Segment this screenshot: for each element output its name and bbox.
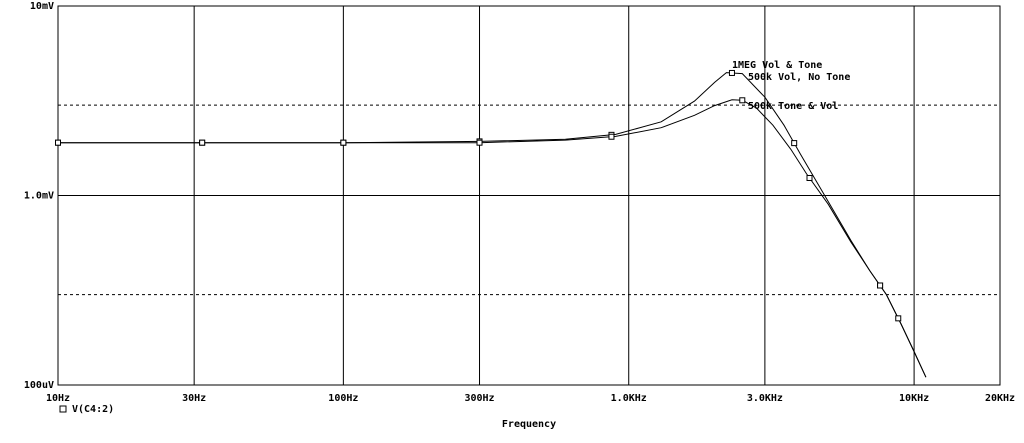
x-tick-label: 100Hz	[328, 393, 358, 404]
series-marker	[199, 139, 206, 146]
annotation-500k-no-tone: 500k Vol, No Tone	[748, 72, 850, 83]
x-tick-label: 10Hz	[46, 393, 70, 404]
x-tick-label: 10KHz	[899, 393, 929, 404]
series-lines	[58, 72, 927, 378]
series-marker	[340, 139, 347, 146]
x-tick-label: 30Hz	[182, 393, 206, 404]
annotation-500k-tone-vol: 500k Tone & Vol	[748, 101, 838, 112]
grid-lines	[57, 5, 1001, 386]
y-tick-label: 1.0mV	[24, 191, 54, 202]
x-tick-labels: 10Hz 30Hz 100Hz 300Hz 1.0KHz 3.0KHz 10KHz 20KHz	[46, 393, 1015, 404]
x-tick-label: 1.0KHz	[611, 393, 647, 404]
x-tick-label: 300Hz	[464, 393, 494, 404]
plot-frame	[57, 5, 1001, 386]
x-tick-label: 3.0KHz	[747, 393, 783, 404]
series-marker	[608, 133, 615, 140]
series-line-1	[58, 72, 927, 378]
series-marker	[739, 97, 746, 104]
legend-label: V(C4:2)	[72, 404, 114, 415]
y-tick-label: 10mV	[30, 1, 54, 12]
series-marker	[806, 174, 813, 181]
x-tick-label: 20KHz	[985, 393, 1015, 404]
annotation-1meg: 1MEG Vol & Tone	[732, 60, 822, 71]
series-marker	[895, 315, 902, 322]
series-marker	[55, 139, 61, 146]
y-tick-label: 100uV	[24, 380, 54, 391]
legend: V(C4:2)	[59, 404, 114, 415]
series-marker	[877, 282, 884, 289]
legend-marker-icon	[59, 405, 67, 413]
series-marker	[791, 140, 798, 147]
series-marker	[728, 69, 735, 76]
y-tick-labels: 10mV 1.0mV 100uV	[24, 1, 54, 391]
series-marker	[476, 139, 483, 146]
series-markers	[55, 69, 902, 322]
x-axis-label: Frequency	[502, 419, 556, 430]
